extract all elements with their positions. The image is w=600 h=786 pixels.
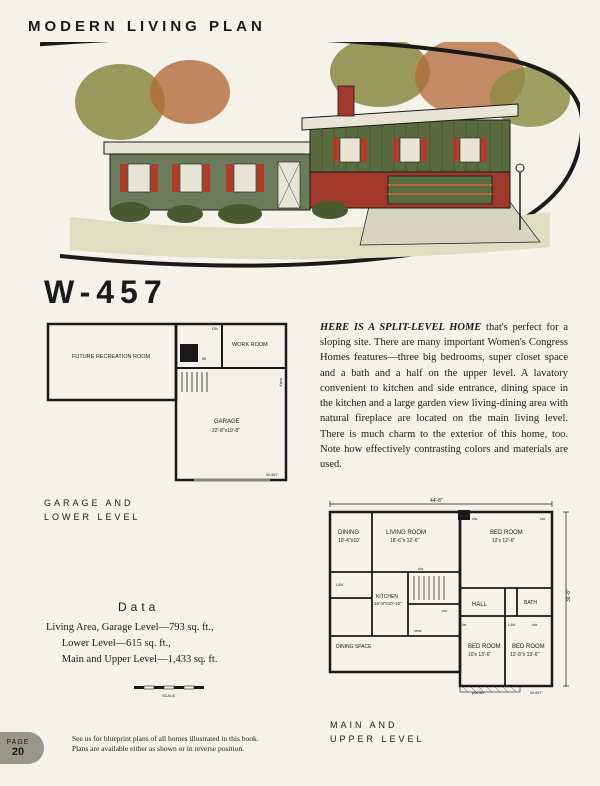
svg-text:clo.: clo. <box>540 516 546 521</box>
data-line2: Lower Level—615 sq. ft., <box>62 638 171 649</box>
svg-text:22'-8"x19'-8": 22'-8"x19'-8" <box>212 428 240 434</box>
upper-label-line1: MAIN AND <box>330 720 398 730</box>
svg-text:lndry: lndry <box>279 378 284 387</box>
svg-text:LIVING ROOM: LIVING ROOM <box>386 530 426 536</box>
svg-text:clo.: clo. <box>532 622 538 627</box>
svg-text:44'-8": 44'-8" <box>430 498 443 504</box>
svg-text:18'-6"x 12'-6": 18'-6"x 12'-6" <box>390 538 420 544</box>
svg-text:lin.: lin. <box>462 622 467 627</box>
svg-text:BED ROOM: BED ROOM <box>512 644 545 650</box>
svg-text:DINING SPACE: DINING SPACE <box>336 644 372 650</box>
svg-text:DINING: DINING <box>338 530 359 536</box>
svg-text:LAV.: LAV. <box>508 622 516 627</box>
svg-text:clo.: clo. <box>442 608 448 613</box>
footer-line1: See us for blueprint plans of all homes … <box>72 734 259 743</box>
svg-text:BATH: BATH <box>524 600 537 606</box>
house-illustration <box>40 42 580 252</box>
svg-text:10'-4"x10': 10'-4"x10' <box>338 538 360 544</box>
svg-text:DN: DN <box>212 326 218 331</box>
scale-indicator: SCALE <box>130 684 220 698</box>
svg-text:10'x 13'-6": 10'x 13'-6" <box>468 652 491 658</box>
svg-text:BED ROOM: BED ROOM <box>468 644 501 650</box>
floorplan-upper-level: 44'-8" 36'-8" <box>322 498 574 708</box>
svg-text:FUTURE RECREATION ROOM: FUTURE RECREATION ROOM <box>72 354 151 360</box>
lower-label-line1: GARAGE AND <box>44 498 134 508</box>
plan-description: HERE IS A SPLIT-LEVEL HOME that's perfec… <box>320 320 568 472</box>
page-number: 20 <box>12 746 24 758</box>
footer-note: See us for blueprint plans of all homes … <box>72 734 292 754</box>
svg-text:htr.: htr. <box>184 352 190 357</box>
floorplan-lower-label: GARAGE AND LOWER LEVEL <box>44 496 141 525</box>
svg-text:BED ROOM: BED ROOM <box>490 530 523 536</box>
svg-text:W-457: W-457 <box>266 472 278 477</box>
plan-number: W-457 <box>44 274 168 311</box>
data-heading: Data <box>118 600 159 614</box>
svg-text:HALL: HALL <box>472 602 488 608</box>
svg-text:SCALE: SCALE <box>162 693 175 698</box>
data-line3: Main and Upper Level—1,433 sq. ft. <box>62 654 218 665</box>
svg-text:clo.: clo. <box>472 516 478 521</box>
description-lead: HERE IS A SPLIT-LEVEL HOME <box>320 322 481 333</box>
page-label: PAGE <box>7 739 30 746</box>
svg-text:15'-8"x10'-10": 15'-8"x10'-10" <box>374 601 402 606</box>
lower-label-line2: LOWER LEVEL <box>44 512 141 522</box>
page-header-title: MODERN LIVING PLAN <box>28 18 266 35</box>
svg-text:36'-8": 36'-8" <box>566 589 572 602</box>
svg-text:vest.: vest. <box>414 628 422 633</box>
svg-text:fill: fill <box>202 356 206 361</box>
svg-text:12'-8"x 13'-6": 12'-8"x 13'-6" <box>510 652 540 658</box>
svg-text:12'x 12'-6": 12'x 12'-6" <box>492 538 515 544</box>
page-number-tab: PAGE 20 <box>0 732 44 764</box>
floorplan-lower-level: htr. FUTURE RECREATION ROOM WORK ROOM GA… <box>44 318 294 488</box>
description-body: that's perfect for a sloping site. There… <box>320 322 568 470</box>
svg-text:KITCHEN: KITCHEN <box>376 594 398 600</box>
svg-text:W-457: W-457 <box>530 690 542 695</box>
data-block: Living Area, Garage Level—793 sq. ft., L… <box>46 620 217 667</box>
footer-line2: Plans are available either as shown or i… <box>72 744 244 753</box>
svg-text:clo.: clo. <box>418 566 424 571</box>
svg-text:GARAGE: GARAGE <box>214 419 240 425</box>
svg-text:LAV.: LAV. <box>336 582 344 587</box>
data-line1: Living Area, Garage Level—793 sq. ft., <box>46 622 214 633</box>
swoosh-frame <box>40 42 580 272</box>
floorplan-upper-label: MAIN AND UPPER LEVEL <box>330 718 425 747</box>
svg-text:WORK ROOM: WORK ROOM <box>232 342 268 348</box>
upper-label-line2: UPPER LEVEL <box>330 734 425 744</box>
